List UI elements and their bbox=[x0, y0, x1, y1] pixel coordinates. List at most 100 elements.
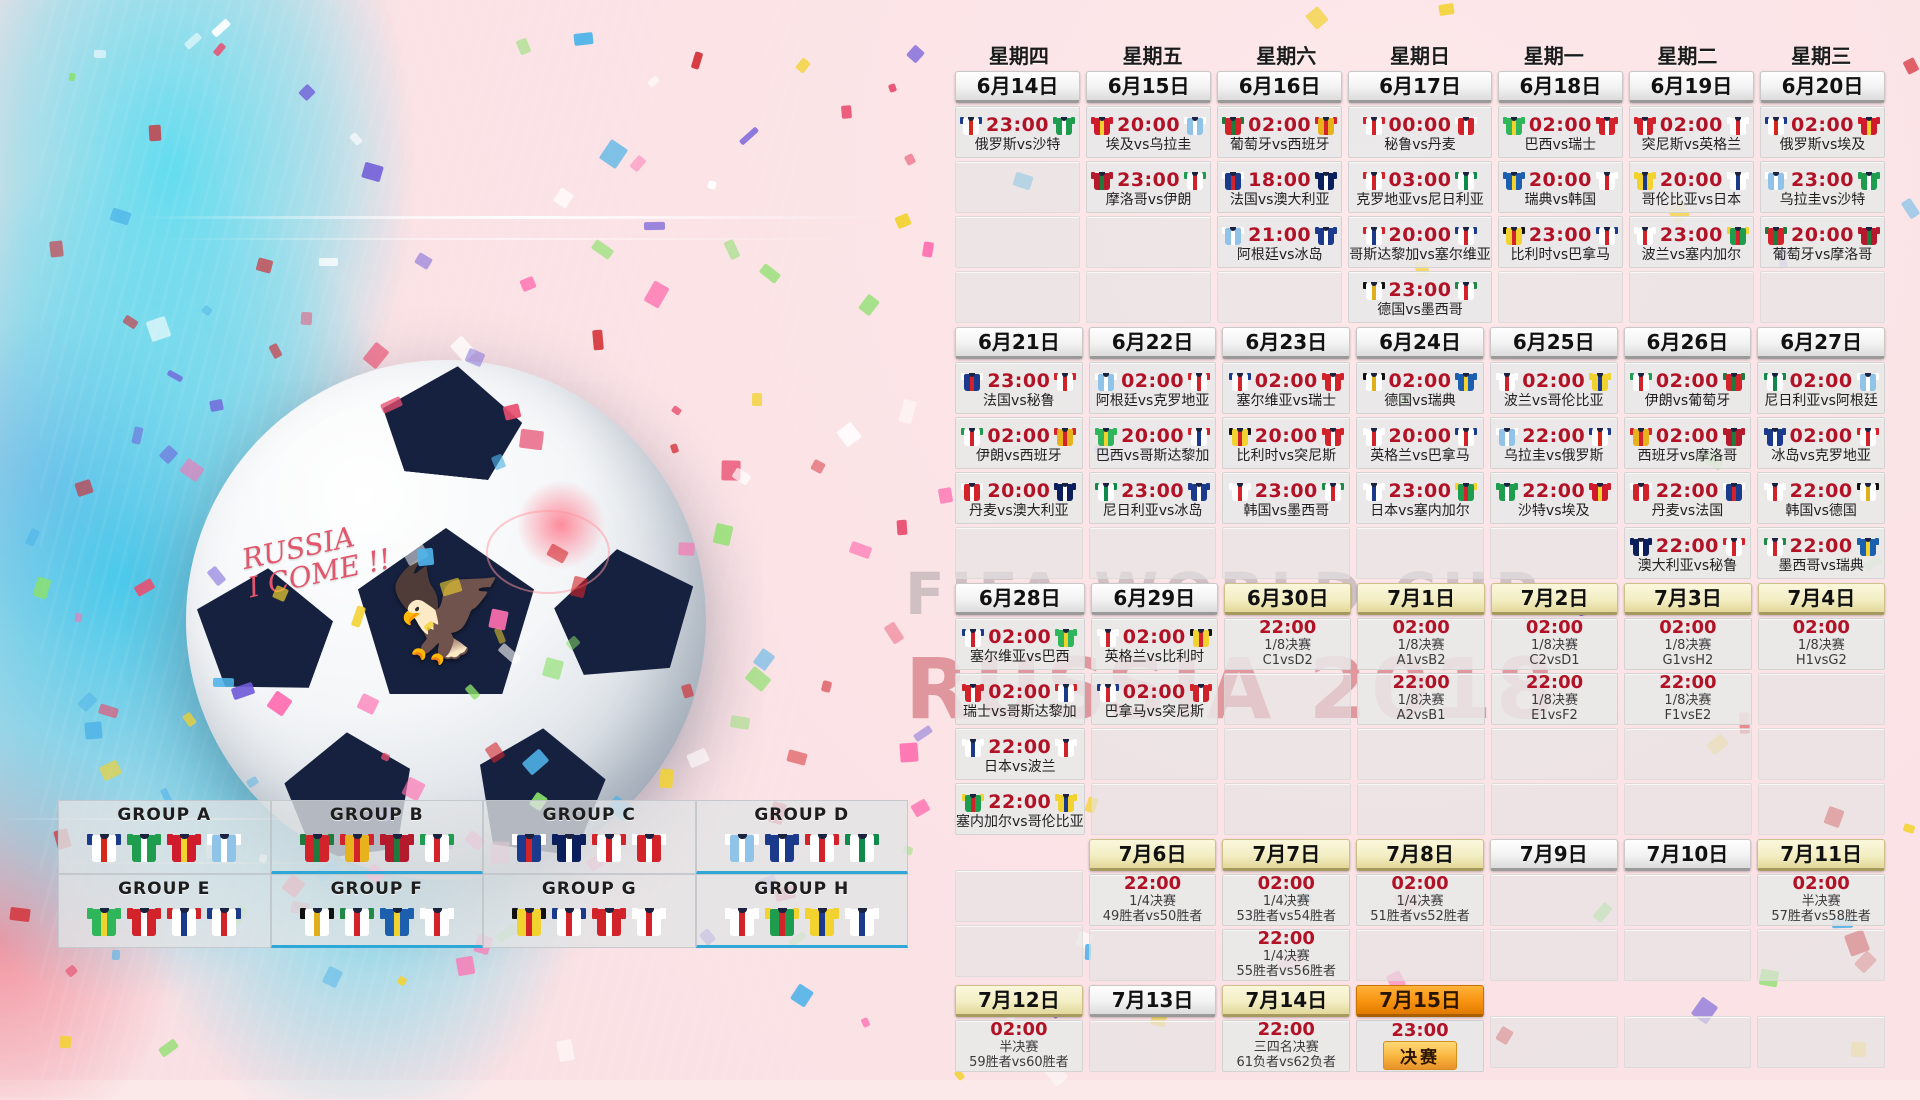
match-cell[interactable]: 00:00 秘鲁vs丹麦 bbox=[1348, 106, 1492, 158]
date-header[interactable]: 7月3日 bbox=[1624, 583, 1752, 615]
knockout-cell[interactable]: 22:00 三四名决赛 61负者vs62负者 bbox=[1222, 1020, 1351, 1072]
match-cell[interactable]: 21:00 阿根廷vs冰岛 bbox=[1217, 216, 1343, 268]
match-cell[interactable]: 23:00 德国vs墨西哥 bbox=[1348, 271, 1492, 323]
match-cell[interactable]: 02:00 塞尔维亚vs瑞士 bbox=[1222, 362, 1351, 414]
match-cell[interactable]: 23:00 比利时vs巴拿马 bbox=[1497, 216, 1623, 268]
match-cell[interactable]: 22:00 沙特vs埃及 bbox=[1489, 472, 1618, 524]
date-header[interactable]: 6月29日 bbox=[1090, 583, 1218, 615]
date-header[interactable]: 6月21日 bbox=[955, 327, 1083, 359]
match-cell[interactable]: 02:00 巴西vs瑞士 bbox=[1497, 106, 1623, 158]
match-cell[interactable]: 22:00 丹麦vs法国 bbox=[1623, 472, 1752, 524]
match-cell[interactable]: 20:00 瑞典vs韩国 bbox=[1497, 161, 1623, 213]
date-header[interactable]: 7月4日 bbox=[1757, 583, 1885, 615]
knockout-cell[interactable]: 22:00 1/8决赛 A2vsB1 bbox=[1357, 673, 1485, 725]
match-cell[interactable]: 02:00 西班牙vs摩洛哥 bbox=[1623, 417, 1752, 469]
date-header[interactable]: 6月24日 bbox=[1356, 327, 1484, 359]
match-cell[interactable]: 20:00 埃及vs乌拉圭 bbox=[1086, 106, 1212, 158]
knockout-cell[interactable]: 22:00 1/8决赛 C1vsD2 bbox=[1223, 618, 1352, 670]
match-cell[interactable]: 23:00 俄罗斯vs沙特 bbox=[955, 106, 1081, 158]
date-header[interactable]: 6月17日 bbox=[1348, 71, 1492, 103]
match-cell[interactable]: 20:00 葡萄牙vs摩洛哥 bbox=[1759, 216, 1885, 268]
match-cell[interactable]: 22:00 澳大利亚vs秘鲁 bbox=[1623, 527, 1752, 579]
date-header[interactable]: 7月6日 bbox=[1088, 839, 1217, 871]
match-cell[interactable]: 23:00 摩洛哥vs伊朗 bbox=[1086, 161, 1212, 213]
date-header[interactable]: 7月11日 bbox=[1757, 839, 1885, 871]
date-header[interactable]: 6月22日 bbox=[1088, 327, 1217, 359]
date-header[interactable]: 6月30日 bbox=[1223, 583, 1352, 615]
date-header[interactable]: 6月19日 bbox=[1628, 71, 1754, 103]
match-cell[interactable]: 02:00 葡萄牙vs西班牙 bbox=[1217, 106, 1343, 158]
knockout-cell[interactable]: 22:00 1/8决赛 F1vsE2 bbox=[1624, 673, 1752, 725]
date-header[interactable]: 6月15日 bbox=[1086, 71, 1212, 103]
knockout-cell[interactable]: 22:00 1/8决赛 E1vsF2 bbox=[1490, 673, 1619, 725]
date-header[interactable]: 6月14日 bbox=[955, 71, 1081, 103]
date-header[interactable]: 7月13日 bbox=[1088, 985, 1217, 1017]
group-cell-group-b[interactable]: GROUP B bbox=[270, 800, 483, 874]
knockout-cell[interactable]: 02:00 1/8决赛 A1vsB2 bbox=[1357, 618, 1485, 670]
group-cell-group-c[interactable]: GROUP C bbox=[483, 800, 696, 874]
match-cell[interactable]: 02:00 俄罗斯vs埃及 bbox=[1759, 106, 1885, 158]
date-header[interactable]: 6月28日 bbox=[955, 583, 1085, 615]
date-header[interactable]: 7月8日 bbox=[1356, 839, 1484, 871]
match-cell[interactable]: 22:00 日本vs波兰 bbox=[955, 728, 1085, 780]
date-header[interactable]: 7月10日 bbox=[1623, 839, 1752, 871]
date-header[interactable]: 7月9日 bbox=[1489, 839, 1618, 871]
knockout-cell[interactable]: 02:00 1/4决赛 51胜者vs52胜者 bbox=[1356, 874, 1484, 926]
knockout-cell[interactable]: 02:00 1/8决赛 C2vsD1 bbox=[1490, 618, 1619, 670]
date-header[interactable]: 6月16日 bbox=[1217, 71, 1343, 103]
match-cell[interactable]: 20:00 哥伦比亚vs日本 bbox=[1628, 161, 1754, 213]
date-header[interactable]: 7月2日 bbox=[1490, 583, 1619, 615]
match-cell[interactable]: 23:00 韩国vs墨西哥 bbox=[1222, 472, 1351, 524]
match-cell[interactable]: 22:00 韩国vs德国 bbox=[1757, 472, 1885, 524]
match-cell[interactable]: 22:00 塞内加尔vs哥伦比亚 bbox=[955, 783, 1085, 835]
date-header[interactable]: 7月12日 bbox=[955, 985, 1083, 1017]
match-cell[interactable]: 02:00 冰岛vs克罗地亚 bbox=[1757, 417, 1885, 469]
match-cell[interactable]: 23:00 尼日利亚vs冰岛 bbox=[1088, 472, 1217, 524]
match-cell[interactable]: 02:00 英格兰vs比利时 bbox=[1090, 618, 1218, 670]
knockout-cell[interactable]: 22:00 1/4决赛 49胜者vs50胜者 bbox=[1088, 874, 1217, 926]
match-cell[interactable]: 02:00 巴拿马vs突尼斯 bbox=[1090, 673, 1218, 725]
group-cell-group-h[interactable]: GROUP H bbox=[695, 874, 908, 948]
date-header[interactable]: 6月25日 bbox=[1489, 327, 1618, 359]
group-cell-group-a[interactable]: GROUP A bbox=[58, 800, 271, 874]
date-header[interactable]: 7月15日 bbox=[1356, 985, 1484, 1017]
final-match-cell[interactable]: 23:00 决赛 bbox=[1356, 1020, 1484, 1072]
date-header[interactable]: 6月20日 bbox=[1759, 71, 1885, 103]
knockout-cell[interactable]: 02:00 1/8决赛 H1vsG2 bbox=[1757, 618, 1885, 670]
match-cell[interactable]: 02:00 瑞士vs哥斯达黎加 bbox=[955, 673, 1085, 725]
date-header[interactable]: 7月1日 bbox=[1357, 583, 1485, 615]
match-cell[interactable]: 02:00 波兰vs哥伦比亚 bbox=[1489, 362, 1618, 414]
date-header[interactable]: 7月14日 bbox=[1222, 985, 1351, 1017]
match-cell[interactable]: 20:00 巴西vs哥斯达黎加 bbox=[1088, 417, 1217, 469]
group-cell-group-d[interactable]: GROUP D bbox=[695, 800, 908, 874]
match-cell[interactable]: 02:00 阿根廷vs克罗地亚 bbox=[1088, 362, 1217, 414]
match-cell[interactable]: 22:00 墨西哥vs瑞典 bbox=[1757, 527, 1885, 579]
match-cell[interactable]: 03:00 克罗地亚vs尼日利亚 bbox=[1348, 161, 1492, 213]
date-header[interactable]: 7月7日 bbox=[1222, 839, 1351, 871]
match-cell[interactable]: 23:00 日本vs塞内加尔 bbox=[1356, 472, 1484, 524]
match-cell[interactable]: 02:00 伊朗vs西班牙 bbox=[955, 417, 1083, 469]
match-cell[interactable]: 20:00 英格兰vs巴拿马 bbox=[1356, 417, 1484, 469]
match-cell[interactable]: 02:00 伊朗vs葡萄牙 bbox=[1623, 362, 1752, 414]
date-header[interactable]: 6月23日 bbox=[1222, 327, 1351, 359]
group-cell-group-f[interactable]: GROUP F bbox=[270, 874, 483, 948]
match-cell[interactable]: 20:00 比利时vs突尼斯 bbox=[1222, 417, 1351, 469]
group-cell-group-e[interactable]: GROUP E bbox=[58, 874, 271, 948]
date-header[interactable]: 6月26日 bbox=[1623, 327, 1752, 359]
knockout-cell[interactable]: 02:00 1/8决赛 G1vsH2 bbox=[1624, 618, 1752, 670]
knockout-cell[interactable]: 02:00 半决赛 57胜者vs58胜者 bbox=[1757, 874, 1885, 926]
group-cell-group-g[interactable]: GROUP G bbox=[483, 874, 696, 948]
knockout-cell[interactable]: 22:00 1/4决赛 55胜者vs56胜者 bbox=[1222, 929, 1351, 981]
knockout-cell[interactable]: 02:00 半决赛 59胜者vs60胜者 bbox=[955, 1020, 1083, 1072]
match-cell[interactable]: 23:00 乌拉圭vs沙特 bbox=[1759, 161, 1885, 213]
match-cell[interactable]: 18:00 法国vs澳大利亚 bbox=[1217, 161, 1343, 213]
match-cell[interactable]: 02:00 尼日利亚vs阿根廷 bbox=[1757, 362, 1885, 414]
date-header[interactable]: 6月27日 bbox=[1757, 327, 1885, 359]
match-cell[interactable]: 23:00 波兰vs塞内加尔 bbox=[1628, 216, 1754, 268]
knockout-cell[interactable]: 02:00 1/4决赛 53胜者vs54胜者 bbox=[1222, 874, 1351, 926]
date-header[interactable]: 6月18日 bbox=[1497, 71, 1623, 103]
match-cell[interactable]: 20:00 哥斯达黎加vs塞尔维亚 bbox=[1348, 216, 1492, 268]
match-cell[interactable]: 02:00 德国vs瑞典 bbox=[1356, 362, 1484, 414]
match-cell[interactable]: 02:00 突尼斯vs英格兰 bbox=[1628, 106, 1754, 158]
match-cell[interactable]: 20:00 丹麦vs澳大利亚 bbox=[955, 472, 1083, 524]
